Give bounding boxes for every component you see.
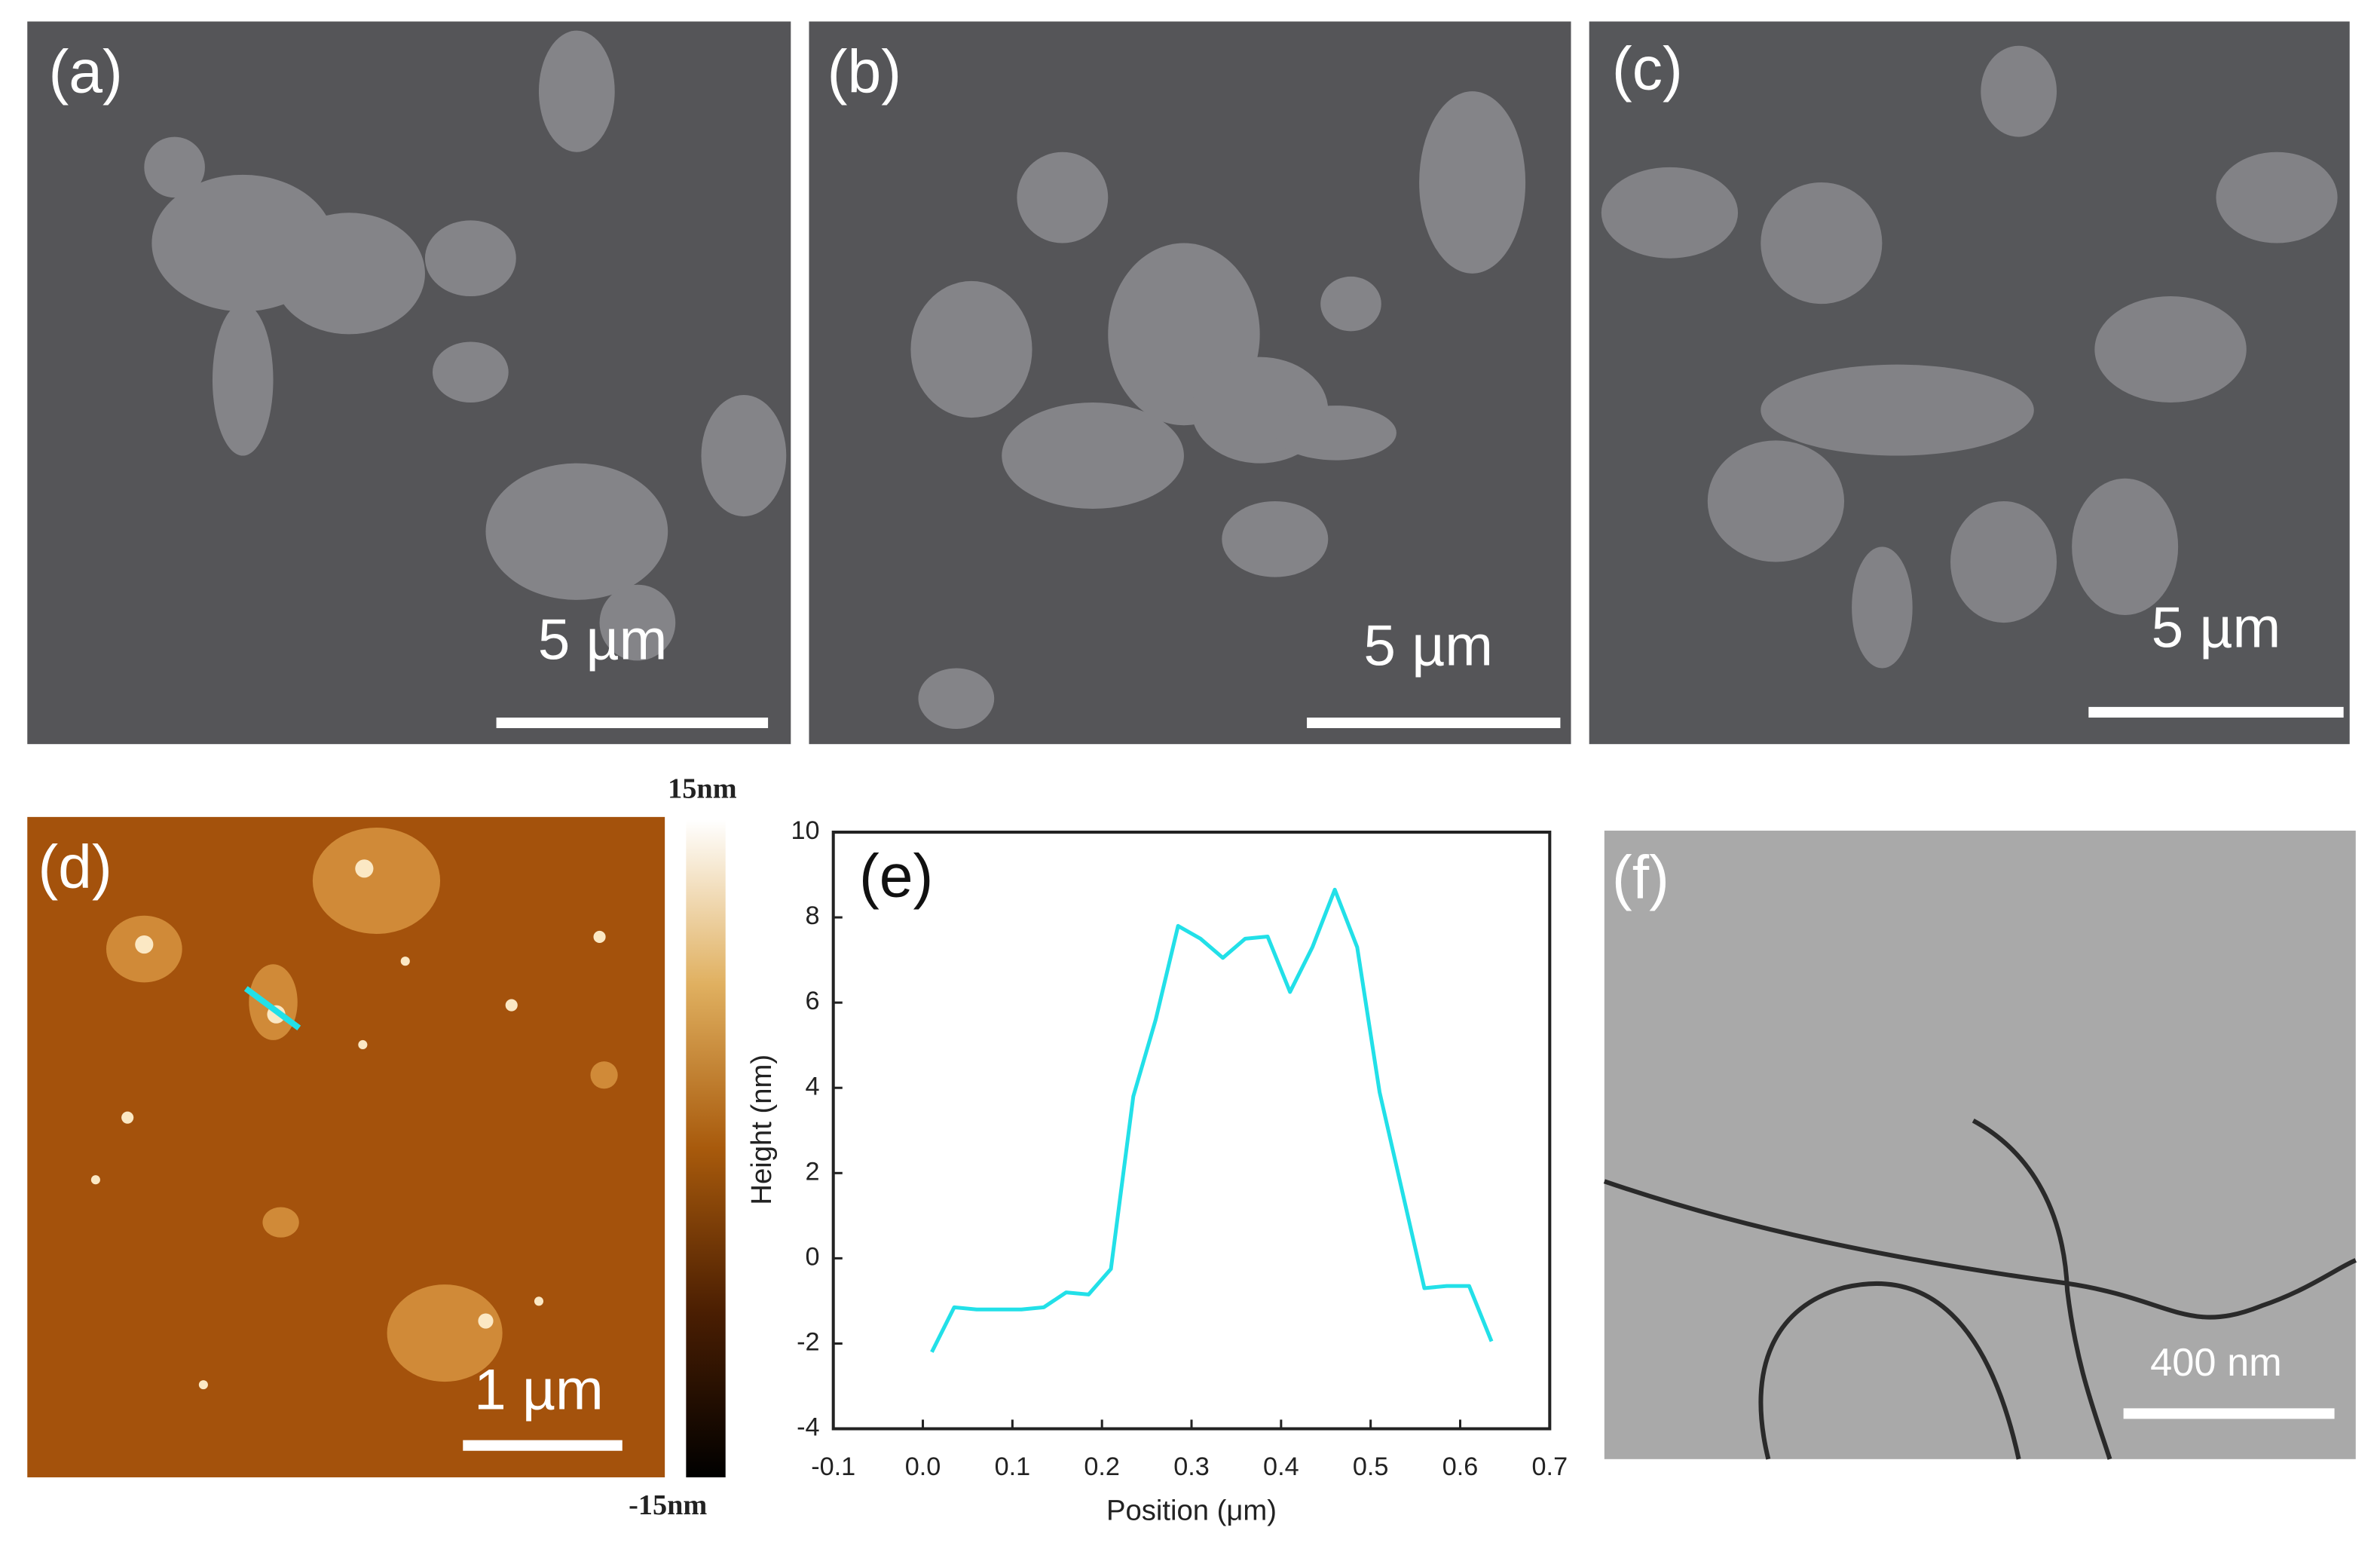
panel-label: (c): [1612, 35, 1683, 103]
panel-label: (d): [38, 834, 112, 901]
sem-image-c: (c) 5 µm: [1589, 21, 2350, 745]
y-tick-label: 8: [806, 901, 820, 930]
x-tick-label: -0.1: [811, 1452, 855, 1481]
colorbar-max-label: 15nm: [668, 773, 737, 804]
panel-label: (b): [827, 38, 901, 106]
x-tick-label: 0.7: [1532, 1452, 1568, 1481]
x-tick-label: 0.4: [1263, 1452, 1299, 1481]
y-tick-label: 4: [806, 1072, 820, 1100]
x-tick-label: 0.6: [1442, 1452, 1479, 1481]
x-tick-label: 0.1: [995, 1452, 1031, 1481]
x-tick-label: 0.2: [1084, 1452, 1120, 1481]
sem-image-b: (b) 5 µm: [809, 21, 1571, 745]
sem-image-a: (a) 5 µm: [27, 21, 791, 745]
scale-bar-label: 5 µm: [1363, 614, 1493, 678]
data-line: [930, 887, 1494, 1353]
y-tick-label: 6: [806, 987, 820, 1015]
y-tick-label: 10: [791, 816, 820, 845]
scale-bar-label: 400 nm: [2150, 1341, 2282, 1385]
tem-image: (f) 400 nm: [1603, 830, 2357, 1460]
line-chart: (e) Position (μm) Height (nm) -0.1 0.0 0.1…: [745, 816, 1568, 1526]
scale-bar-label: 5 µm: [538, 608, 668, 672]
y-tick-label: 2: [806, 1157, 820, 1186]
panel-label: (f): [1612, 844, 1669, 912]
x-tick-label: 0.3: [1173, 1452, 1210, 1481]
y-tick-label: -4: [797, 1413, 819, 1442]
y-tick-label: -2: [797, 1327, 819, 1356]
colorbar-min-label: -15nm: [629, 1489, 707, 1521]
x-tick-label: 0.5: [1353, 1452, 1389, 1481]
x-axis-label: Position (μm): [1106, 1494, 1277, 1526]
y-axis-label: Height (nm): [745, 1055, 778, 1205]
panel-label: (a): [48, 38, 122, 106]
afm-image: (d) 1 µm 15nm -15nm: [27, 773, 737, 1521]
scale-bar-label: 1 µm: [474, 1358, 604, 1422]
y-tick-label: 0: [806, 1242, 820, 1271]
panel-label: (e): [859, 843, 933, 911]
scale-bar-label: 5 µm: [2152, 595, 2281, 660]
x-tick-label: 0.0: [905, 1452, 941, 1481]
